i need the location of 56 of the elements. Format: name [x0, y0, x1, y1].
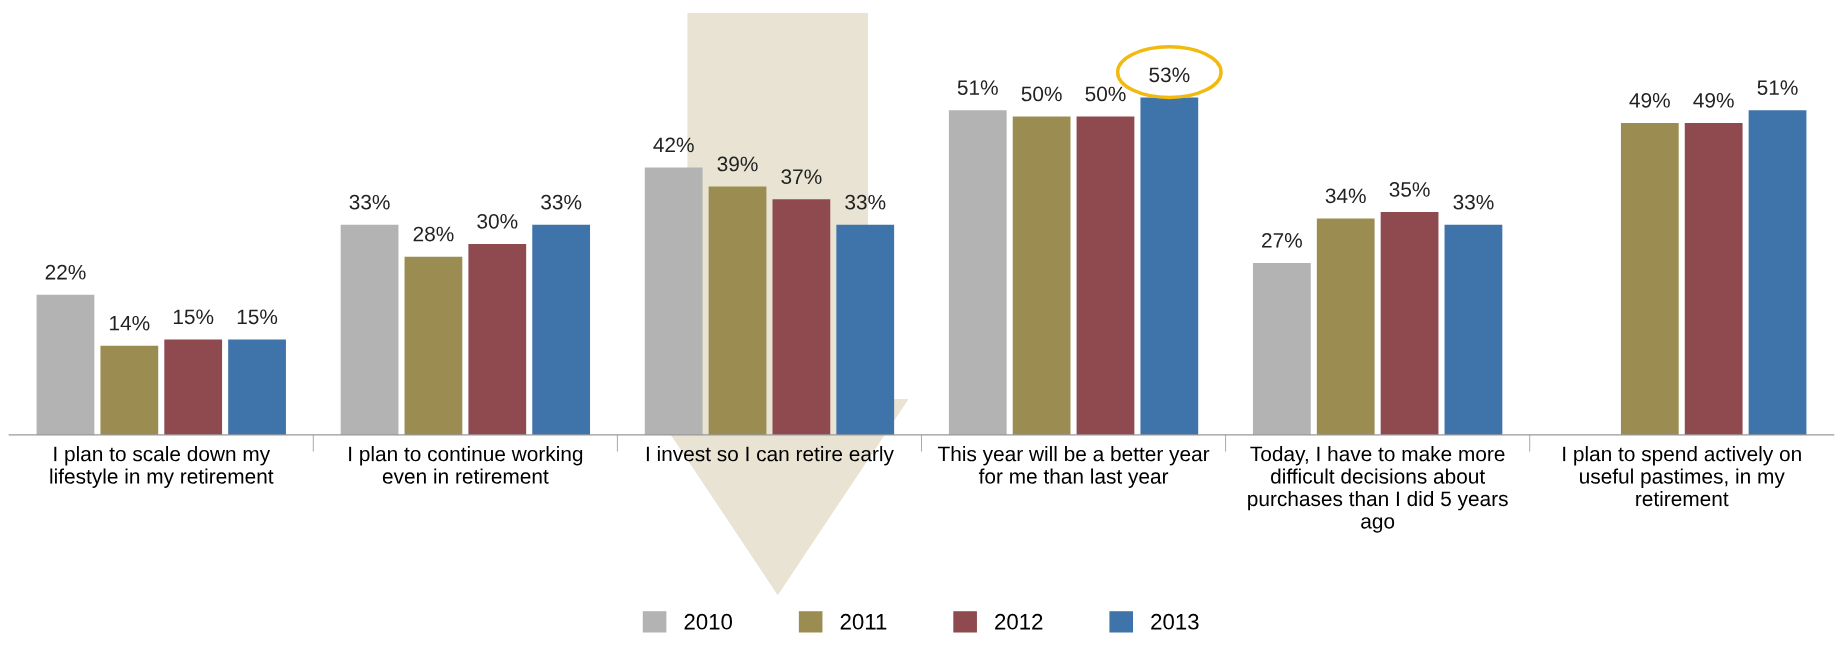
data-label: 28% [413, 226, 454, 242]
data-label: 33% [845, 194, 886, 210]
x-tick-label: This year will be a better year for me than last year [937, 446, 1210, 488]
bar [948, 110, 1007, 435]
data-label: 42% [653, 137, 694, 153]
bar [164, 339, 223, 435]
bar [468, 243, 527, 435]
data-label: 51% [957, 80, 998, 95]
data-label: 27% [1262, 233, 1302, 248]
legend-label: 2011 [840, 613, 887, 630]
data-label: 34% [1325, 188, 1366, 204]
bar [340, 224, 399, 435]
x-tick-label: Today, I have to make more difficult decisions about purchases than I did 5 years ago [1248, 446, 1508, 533]
bar [228, 339, 286, 435]
data-label: 35% [1389, 182, 1430, 197]
data-label: 49% [1629, 92, 1670, 108]
x-tick-label: I plan to scale down my lifestyle in my retirement [50, 446, 274, 488]
bar [1140, 97, 1199, 435]
bar [644, 167, 703, 435]
data-label: 22% [45, 264, 86, 280]
bar [532, 224, 591, 435]
x-tick-label: I invest so I can retire early [646, 446, 894, 466]
bar [36, 294, 95, 435]
bar [1012, 116, 1071, 435]
data-label: 37% [781, 169, 822, 185]
bar [1444, 224, 1503, 435]
data-label: 15% [173, 309, 214, 325]
bar [1316, 218, 1375, 435]
bar [836, 224, 895, 435]
data-label: 50% [1085, 86, 1126, 102]
bar [1380, 212, 1439, 435]
data-label: 14% [110, 315, 150, 331]
data-label: 50% [1021, 86, 1062, 102]
legend-label: 2012 [995, 613, 1043, 630]
bar [1684, 122, 1743, 435]
bar [1748, 110, 1807, 435]
bar [404, 256, 463, 435]
legend-label: 2010 [684, 613, 733, 630]
x-tick-label: I plan to spend actively on useful pastimes, in my retirement [1563, 446, 1801, 507]
bar [1620, 122, 1679, 435]
data-label: 39% [717, 156, 758, 172]
data-label: 33% [1453, 194, 1494, 210]
bar [708, 186, 767, 435]
bar [1076, 116, 1135, 435]
data-label: 15% [237, 309, 278, 325]
bar [772, 199, 831, 435]
data-label: 49% [1693, 92, 1734, 108]
x-tick-label: I plan to continue working even in retirement [349, 446, 583, 484]
data-label: 30% [477, 213, 518, 229]
legend-label: 2013 [1151, 613, 1199, 630]
data-label: 33% [541, 194, 582, 210]
bar [100, 345, 159, 435]
data-label: 33% [349, 194, 390, 210]
bar [1252, 262, 1311, 435]
data-label: 51% [1757, 80, 1798, 95]
data-label: 53% [1149, 67, 1190, 83]
